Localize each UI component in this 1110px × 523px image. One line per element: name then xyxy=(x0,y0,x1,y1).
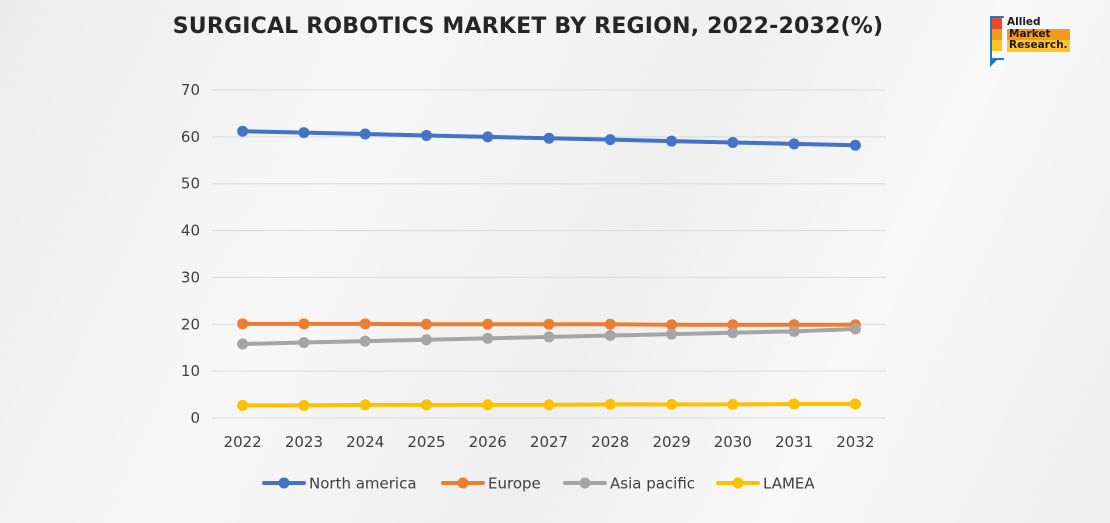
y-tick-label: 70 xyxy=(181,81,200,99)
data-point[interactable] xyxy=(420,318,432,330)
legend-item[interactable]: North america xyxy=(262,475,417,493)
legend-label: Europe xyxy=(488,475,541,493)
x-axis-ticks: 2022 2023 2024 2025 2026 2027 2028 2029 2030 2031… xyxy=(224,433,875,451)
data-point[interactable] xyxy=(543,318,555,330)
x-tick-label: 2022 xyxy=(224,433,262,451)
data-point[interactable] xyxy=(482,318,494,330)
legend-item[interactable]: Europe xyxy=(441,475,541,493)
data-point[interactable] xyxy=(420,334,432,346)
data-point[interactable] xyxy=(298,337,310,349)
data-point[interactable] xyxy=(666,135,678,147)
logo-line-2: Market xyxy=(1007,28,1070,40)
legend-label: Asia pacific xyxy=(610,475,695,493)
y-tick-label: 0 xyxy=(190,409,200,427)
series-asia-pacific xyxy=(237,323,861,350)
data-point[interactable] xyxy=(237,399,249,411)
data-point[interactable] xyxy=(604,318,616,330)
data-point[interactable] xyxy=(543,132,555,144)
series-lamea xyxy=(237,398,861,411)
x-tick-label: 2027 xyxy=(530,433,568,451)
y-axis-ticks: 0 10 20 30 40 50 60 70 xyxy=(181,81,200,427)
legend-label: North america xyxy=(309,475,417,493)
data-point[interactable] xyxy=(482,399,494,411)
logo-bar-red xyxy=(992,18,1002,29)
logo-line-3: Research. xyxy=(1007,39,1070,52)
data-point[interactable] xyxy=(237,125,249,137)
legend-item[interactable]: Asia pacific xyxy=(563,475,695,493)
x-tick-label: 2032 xyxy=(836,433,874,451)
logo-bar-orange xyxy=(992,29,1002,40)
logo-line-1: Allied xyxy=(1007,16,1041,28)
data-point[interactable] xyxy=(482,131,494,143)
x-tick-label: 2029 xyxy=(652,433,690,451)
legend-marker-icon xyxy=(457,477,469,489)
x-tick-label: 2026 xyxy=(469,433,507,451)
data-point[interactable] xyxy=(788,398,800,410)
data-point[interactable] xyxy=(298,127,310,139)
data-point[interactable] xyxy=(237,318,249,330)
x-tick-label: 2024 xyxy=(346,433,384,451)
data-point[interactable] xyxy=(604,398,616,410)
legend-marker-icon xyxy=(579,477,591,489)
series-group xyxy=(237,125,861,411)
chart-title: SURGICAL ROBOTICS MARKET BY REGION, 2022… xyxy=(172,14,884,39)
data-point[interactable] xyxy=(727,319,739,331)
y-tick-label: 20 xyxy=(181,315,200,333)
legend-marker-icon xyxy=(278,477,290,489)
data-point[interactable] xyxy=(727,136,739,148)
data-point[interactable] xyxy=(727,327,739,339)
logo-speech-tail-icon xyxy=(990,58,999,67)
y-tick-label: 50 xyxy=(181,175,200,193)
data-point[interactable] xyxy=(359,128,371,140)
x-tick-label: 2025 xyxy=(407,433,445,451)
data-point[interactable] xyxy=(420,129,432,141)
y-tick-label: 10 xyxy=(181,362,200,380)
data-point[interactable] xyxy=(237,338,249,350)
legend: North america Europe Asia pacific LAMEA xyxy=(262,475,815,493)
data-point[interactable] xyxy=(604,134,616,146)
data-point[interactable] xyxy=(543,399,555,411)
data-point[interactable] xyxy=(849,139,861,151)
data-point[interactable] xyxy=(849,398,861,410)
y-tick-label: 40 xyxy=(181,222,200,240)
legend-item[interactable]: LAMEA xyxy=(716,475,815,493)
series-europe xyxy=(237,318,861,331)
data-point[interactable] xyxy=(359,318,371,330)
y-tick-label: 60 xyxy=(181,128,200,146)
logo-text: Allied Market Research. xyxy=(1007,16,1070,52)
data-point[interactable] xyxy=(788,138,800,150)
data-point[interactable] xyxy=(543,331,555,343)
data-point[interactable] xyxy=(298,399,310,411)
x-tick-label: 2030 xyxy=(714,433,752,451)
data-point[interactable] xyxy=(359,399,371,411)
x-tick-label: 2023 xyxy=(285,433,323,451)
data-point[interactable] xyxy=(788,325,800,337)
data-point[interactable] xyxy=(666,328,678,340)
data-point[interactable] xyxy=(727,398,739,410)
logo-bar-yellow xyxy=(992,40,1002,51)
y-tick-label: 30 xyxy=(181,268,200,286)
data-point[interactable] xyxy=(666,319,678,331)
legend-marker-icon xyxy=(732,477,744,489)
data-point[interactable] xyxy=(604,330,616,342)
x-tick-label: 2031 xyxy=(775,433,813,451)
data-point[interactable] xyxy=(482,332,494,344)
data-point[interactable] xyxy=(849,323,861,335)
data-point[interactable] xyxy=(666,398,678,410)
data-point[interactable] xyxy=(298,318,310,330)
allied-market-research-logo: Allied Market Research. xyxy=(988,16,1088,72)
series-north-america xyxy=(237,125,861,151)
legend-label: LAMEA xyxy=(763,475,815,493)
x-tick-label: 2028 xyxy=(591,433,629,451)
data-point[interactable] xyxy=(420,399,432,411)
data-point[interactable] xyxy=(359,335,371,347)
